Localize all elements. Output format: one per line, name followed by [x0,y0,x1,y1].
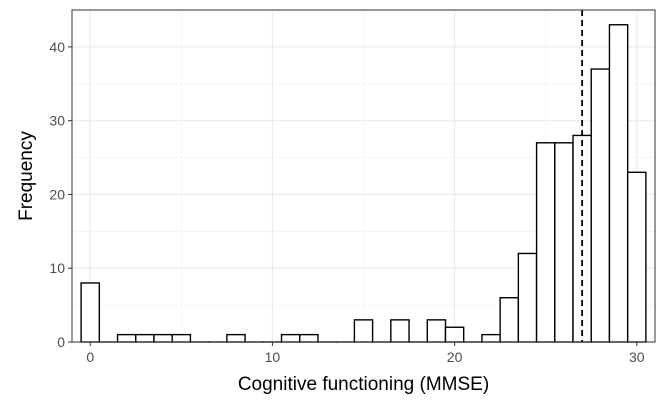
histogram-bar [226,333,246,343]
histogram-bars [80,24,647,343]
y-tick-label: 10 [49,260,65,276]
plot-panel-border [71,9,656,343]
histogram-bar [608,24,629,343]
minor-gridlines [72,10,655,342]
x-tick-label: 30 [629,349,645,365]
histogram-bar [299,333,319,343]
histogram-bar [517,252,538,343]
histogram-bar [80,282,101,343]
x-tick-label: 0 [86,349,94,365]
histogram-bar [499,297,520,343]
histogram-bar [590,68,611,343]
histogram-bar [280,333,301,343]
x-axis: 0 10 20 30 [86,342,645,365]
x-axis-title: Cognitive functioning (MMSE) [238,374,489,395]
histogram-bar [116,333,137,343]
y-tick-label: 30 [49,113,65,129]
y-axis-title: Frequency [16,131,37,221]
y-axis: 0 10 20 30 40 [49,39,72,350]
y-tick-label: 0 [57,334,65,350]
histogram-bar [626,171,647,343]
histogram-bar [135,333,155,343]
histogram-bar [353,319,374,343]
histogram-bar [426,319,447,343]
histogram-bar [554,142,574,343]
x-tick-label: 10 [265,349,281,365]
y-tick-label: 40 [49,39,65,55]
y-tick-label: 20 [49,186,65,202]
histogram-bar [535,142,556,343]
histogram-bar [481,333,501,343]
histogram-bar [390,319,410,343]
histogram-bar [153,333,173,343]
x-tick-label: 20 [447,349,463,365]
histogram-bar [444,326,465,343]
histogram-bar [171,333,192,343]
